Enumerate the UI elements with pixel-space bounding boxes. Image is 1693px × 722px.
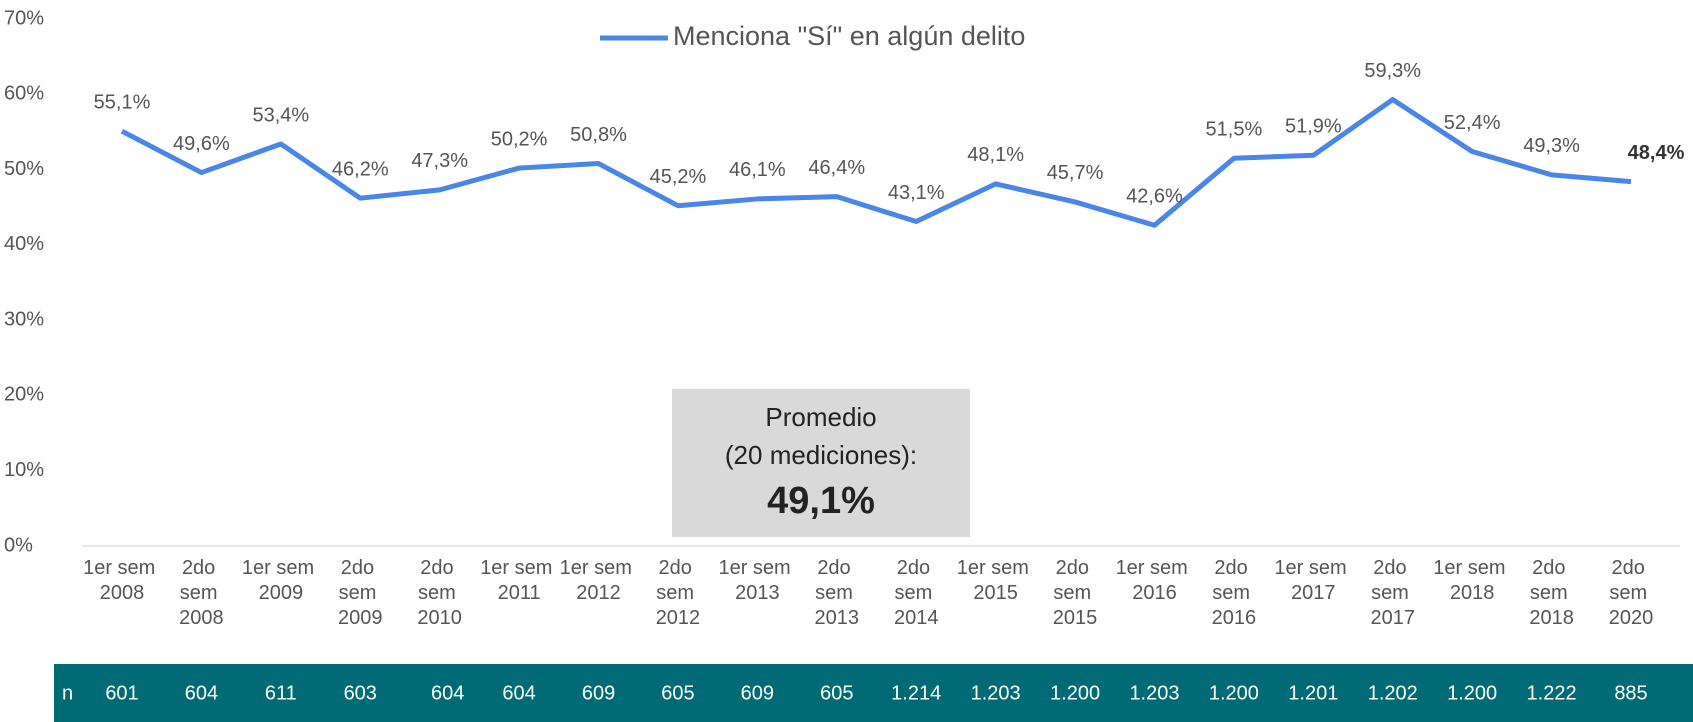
x-tick-label: 2do sem 2015: [1053, 557, 1098, 629]
y-tick-label: 10%: [4, 459, 44, 481]
x-tick-label: 2do sem 2010: [417, 557, 462, 629]
annotation-line: Promedio: [765, 402, 876, 432]
data-label: 48,4%: [1628, 142, 1685, 164]
data-label: 46,4%: [808, 157, 865, 179]
x-tick-label: 1er sem 2008: [83, 557, 161, 604]
n-value: 1.202: [1368, 682, 1418, 704]
x-tick-label: 2do sem 2013: [815, 557, 860, 629]
data-label: 47,3%: [411, 150, 468, 172]
x-tick-label: 1er sem 2013: [718, 557, 796, 604]
x-tick-label: 2do sem 2014: [894, 557, 939, 629]
n-value: 605: [661, 682, 694, 704]
y-tick-label: 60%: [4, 83, 44, 105]
annotation-box: [672, 389, 970, 537]
x-tick-label: 1er sem 2016: [1116, 557, 1194, 604]
data-label: 45,7%: [1047, 162, 1104, 184]
n-value: 1.203: [971, 682, 1021, 704]
n-value: 1.222: [1527, 682, 1577, 704]
data-label: 49,3%: [1523, 135, 1580, 157]
n-value: 1.201: [1288, 682, 1338, 704]
annotation-value: 49,1%: [767, 480, 875, 522]
y-tick-label: 50%: [4, 158, 44, 180]
n-value: 604: [502, 682, 535, 704]
x-tick-label: 1er sem 2017: [1274, 557, 1352, 604]
y-tick-label: 30%: [4, 308, 44, 330]
data-label: 49,6%: [173, 133, 230, 155]
x-tick-label: 2do sem 2009: [338, 557, 383, 629]
legend-label: Menciona "Sí" en algún delito: [673, 21, 1025, 51]
x-tick-label: 1er sem 2018: [1433, 557, 1511, 604]
data-label: 50,2%: [491, 128, 548, 150]
data-label: 51,5%: [1206, 119, 1263, 141]
x-tick-label: 1er sem 2015: [957, 557, 1035, 604]
y-tick-label: 40%: [4, 233, 44, 255]
data-label: 59,3%: [1364, 60, 1421, 82]
n-value: 1.214: [891, 682, 941, 704]
x-tick-label: 2do sem 2012: [656, 557, 701, 629]
data-label: 55,1%: [94, 91, 151, 113]
x-tick-label: 2do sem 2018: [1529, 557, 1574, 629]
x-tick-label: 2do sem 2020: [1609, 557, 1654, 629]
series-line: [120, 97, 1632, 228]
data-label: 52,4%: [1444, 112, 1501, 134]
x-tick-label: 1er sem 2011: [480, 557, 558, 604]
y-tick-label: 70%: [4, 7, 44, 29]
x-tick-label: 1er sem 2009: [242, 557, 320, 604]
y-tick-label: 20%: [4, 384, 44, 406]
n-value: 604: [431, 682, 464, 704]
data-label: 45,2%: [650, 166, 707, 188]
y-tick-label: 0%: [4, 534, 33, 556]
x-tick-label: 2do sem 2017: [1370, 557, 1415, 629]
n-value: 603: [344, 682, 377, 704]
x-tick-label: 2do sem 2016: [1212, 557, 1257, 629]
data-label: 46,2%: [332, 158, 389, 180]
data-label: 42,6%: [1126, 186, 1183, 208]
x-tick-label: 1er sem 2012: [560, 557, 638, 604]
data-label: 50,8%: [570, 124, 627, 146]
n-value: 605: [820, 682, 853, 704]
data-label: 51,9%: [1285, 116, 1342, 138]
n-value: 1.203: [1129, 682, 1179, 704]
n-value: 609: [741, 682, 774, 704]
n-label: n: [62, 682, 73, 704]
data-label: 43,1%: [888, 182, 945, 204]
n-value: 1.200: [1447, 682, 1497, 704]
n-value: 601: [105, 682, 138, 704]
data-label: 46,1%: [729, 159, 786, 181]
n-value: 885: [1614, 682, 1647, 704]
data-label: 53,4%: [252, 104, 309, 126]
data-label: 48,1%: [967, 144, 1024, 166]
n-bar: [54, 664, 1693, 722]
n-value: 609: [582, 682, 615, 704]
x-tick-label: 2do sem 2008: [179, 557, 224, 629]
n-value: 604: [185, 682, 218, 704]
n-value: 611: [265, 682, 297, 704]
n-value: 1.200: [1209, 682, 1259, 704]
n-value: 1.200: [1050, 682, 1100, 704]
annotation-line: (20 mediciones):: [725, 440, 917, 470]
